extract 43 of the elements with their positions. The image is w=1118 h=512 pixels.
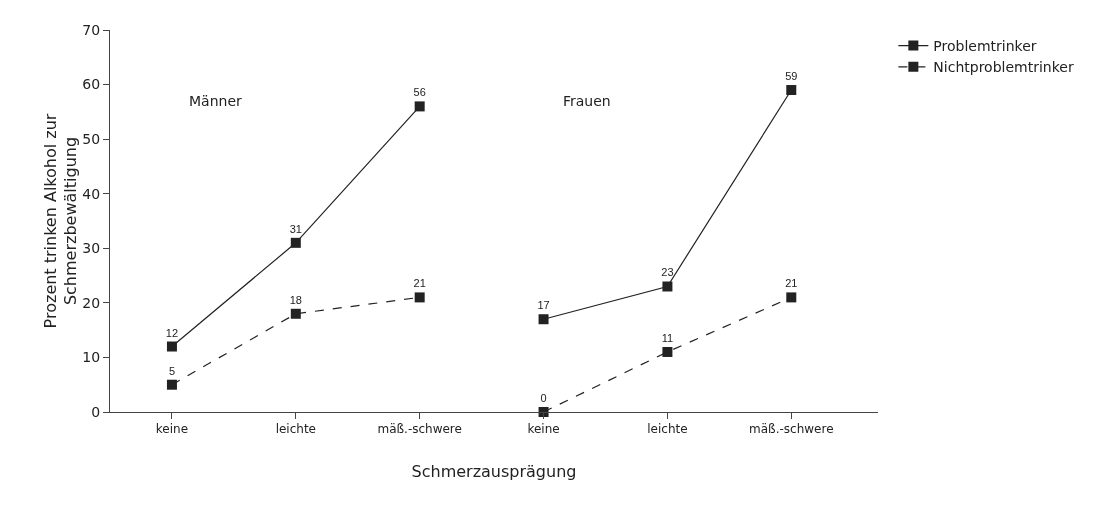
point [290,308,301,319]
y-tick-label: 0 [91,403,101,420]
legend-label: Nichtproblemtrinker [933,59,1074,76]
data-label: 23 [661,266,674,279]
data-label: 31 [289,222,302,235]
data-label: 56 [413,86,426,99]
annotation: Männer [189,93,243,109]
data-label: 21 [785,277,798,290]
legend-label: Problemtrinker [933,38,1037,55]
y-tick-label: 40 [82,185,101,202]
point [538,314,549,325]
x-axis-title: Schmerzausprägung [411,462,577,482]
data-label: 18 [289,293,302,306]
data-label: 59 [785,70,798,83]
x-tick-label: mäß.-schwere [377,422,462,437]
point [786,85,797,96]
x-tick-label: leichte [275,422,316,437]
point [290,237,301,248]
y-axis-title: Prozent trinken Alkohol zur Schmerzbewältigung [40,113,81,329]
point [166,379,177,390]
data-label: 12 [165,326,179,339]
y-tick-label: 20 [82,294,101,311]
data-label: 21 [413,277,426,290]
point [414,292,425,303]
data-label: 11 [661,331,674,344]
y-tick-label: 30 [82,240,101,257]
y-tick-label: 50 [82,131,101,148]
x-tick-label: leichte [647,422,688,437]
y-tick-label: 70 [82,21,101,38]
y-tick-label: 10 [82,349,101,366]
annotation: Frauen [563,93,611,109]
data-label: 17 [537,299,550,312]
point [414,101,425,112]
point [662,281,673,292]
point [786,292,797,303]
x-tick-label: keine [527,422,560,437]
x-tick-label: mäß.-schwere [749,422,834,437]
x-tick-label: keine [155,422,189,437]
point [662,346,673,357]
y-tick-label: 60 [82,76,101,93]
point [166,341,177,352]
data-label: 5 [168,364,175,377]
data-label: 0 [540,392,547,404]
